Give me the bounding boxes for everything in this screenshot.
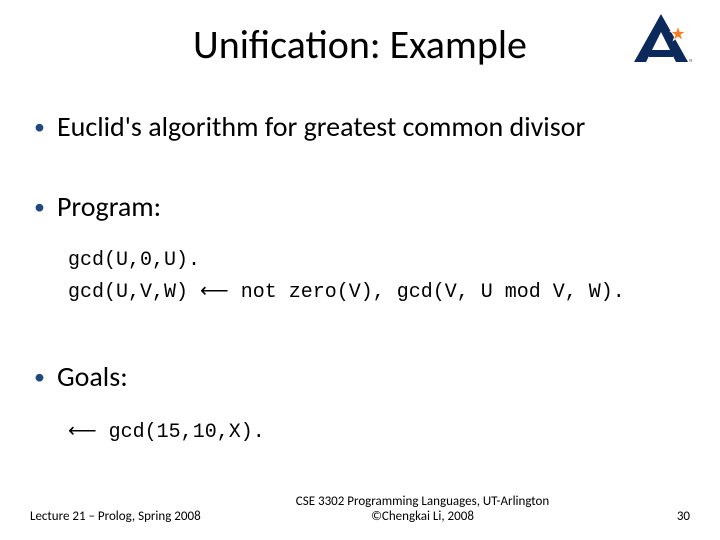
footer-center: CSE 3302 Programming Languages, UT-Arlin…: [215, 494, 630, 524]
tm-text: TM: [689, 59, 692, 64]
bullet-dot-icon: •: [34, 360, 45, 394]
slide-body: • Euclid's algorithm for greatest common…: [34, 110, 686, 448]
bullet-dot-icon: •: [34, 190, 45, 224]
slide-footer: Lecture 21 – Prolog, Spring 2008 CSE 330…: [30, 494, 690, 524]
uta-logo: TM: [630, 12, 692, 66]
code-line-pre: gcd(U,V,W): [68, 281, 200, 304]
goals-code: ⟵ gcd(15,10,X).: [68, 416, 686, 448]
program-code: gcd(U,0,U). gcd(U,V,W) ⟵ not zero(V), gc…: [68, 246, 686, 308]
page-number: 30: [630, 509, 690, 524]
left-arrow-icon: ⟵: [68, 420, 97, 442]
bullet-text: Euclid's algorithm for greatest common d…: [57, 110, 585, 144]
left-arrow-icon: ⟵: [200, 280, 229, 302]
code-line: gcd(U,0,U).: [68, 249, 200, 272]
bullet-item: • Goals:: [34, 360, 686, 394]
slide-title: Unification: Example: [0, 20, 720, 69]
footer-left: Lecture 21 – Prolog, Spring 2008: [30, 509, 215, 524]
bullet-text: Goals:: [57, 360, 128, 394]
slide: Unification: Example TM • Euclid's algor…: [0, 0, 720, 540]
bullet-text: Program:: [57, 190, 161, 224]
bullet-item: • Euclid's algorithm for greatest common…: [34, 110, 686, 144]
code-line: gcd(15,10,X).: [97, 421, 265, 444]
bullet-item: • Program:: [34, 190, 686, 224]
bullet-dot-icon: •: [34, 110, 45, 144]
footer-center-line1: CSE 3302 Programming Languages, UT-Arlin…: [215, 494, 630, 509]
code-line-post: not zero(V), gcd(V, U mod V, W).: [229, 281, 625, 304]
footer-center-line2: ©Chengkai Li, 2008: [215, 509, 630, 524]
